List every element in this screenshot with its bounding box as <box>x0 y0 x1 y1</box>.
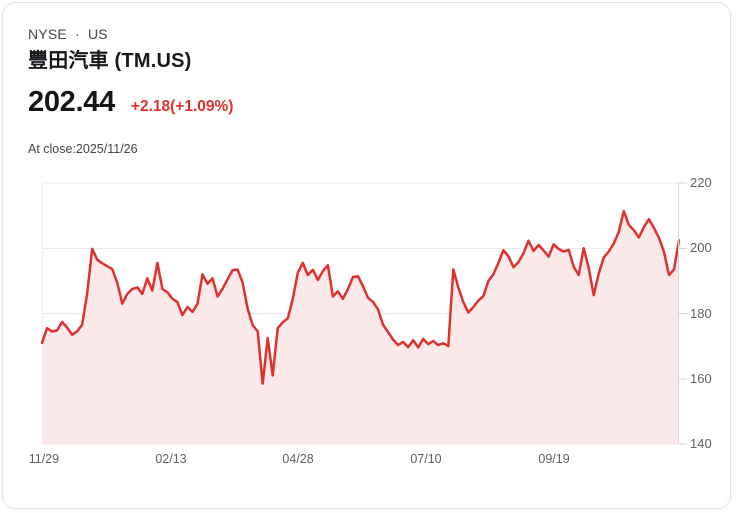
x-axis-label: 11/29 <box>28 452 60 466</box>
price-change: +2.18(+1.09%) <box>130 98 234 115</box>
stock-title: 豐田汽車 (TM.US) <box>28 50 192 72</box>
price-area <box>42 211 679 444</box>
x-axis-label: 02/13 <box>155 452 187 466</box>
y-axis-label: 200 <box>690 240 712 256</box>
price-line <box>40 209 681 385</box>
stock-card: NYSE · US 豐田汽車 (TM.US) 202.44 +2.18(+1.0… <box>2 2 731 509</box>
x-axis-label: 04/28 <box>282 452 314 466</box>
y-axis-label: 180 <box>690 305 712 321</box>
x-axis-label: 07/10 <box>410 452 442 466</box>
chart-svg <box>40 182 687 445</box>
y-axis-label: 160 <box>690 370 712 386</box>
price-row: 202.44 +2.18(+1.09%) <box>28 87 233 118</box>
y-axis-label: 140 <box>690 436 712 451</box>
x-axis-label: 09/19 <box>538 452 570 466</box>
price-chart[interactable]: 220 200 180 160 140 11/29 02/13 04/28 07/10 09/1… <box>29 175 712 466</box>
current-price: 202.44 <box>28 86 115 118</box>
close-date-label: At close:2025/11/26 <box>28 142 138 156</box>
y-axis-label: 220 <box>690 175 712 190</box>
exchange-label: NYSE · US <box>28 26 108 42</box>
